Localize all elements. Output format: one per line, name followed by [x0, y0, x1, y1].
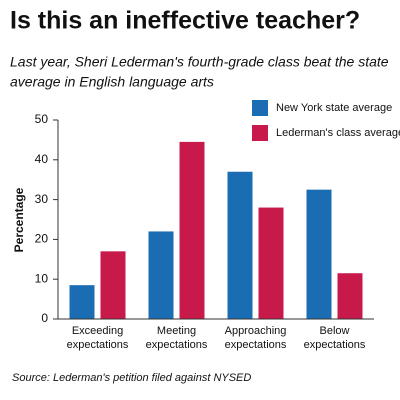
- y-axis-label: Percentage: [12, 187, 26, 252]
- bar: [100, 251, 126, 319]
- y-tick-label: 0: [41, 311, 48, 325]
- y-tick-label: 40: [35, 152, 49, 166]
- legend-label: Lederman's class average: [276, 127, 400, 139]
- y-tick-label: 50: [35, 112, 49, 126]
- legend-swatch: [252, 125, 268, 141]
- bar: [306, 189, 332, 319]
- source-note: Source: Lederman's petition filed agains…: [12, 372, 251, 384]
- chart-title: Is this an ineffective teacher?: [10, 7, 360, 35]
- legend-swatch: [252, 100, 268, 116]
- bar: [258, 207, 284, 319]
- y-tick-label: 10: [35, 271, 49, 285]
- bar: [179, 141, 205, 319]
- x-tick-label: Approaching expectations: [225, 325, 287, 351]
- bar: [148, 231, 174, 319]
- y-tick-label: 20: [35, 232, 49, 246]
- subtitle: average in English language arts: [10, 74, 214, 90]
- legend-label: New York state average: [276, 102, 392, 114]
- x-tick-label: Exceeding expectations: [67, 325, 129, 351]
- bar: [227, 171, 253, 319]
- x-tick-label: Meeting expectations: [146, 325, 208, 351]
- bar: [69, 285, 95, 319]
- bar: [337, 273, 363, 319]
- x-tick-label: Below expectations: [304, 325, 366, 351]
- y-tick-label: 30: [35, 192, 49, 206]
- subtitle: Last year, Sheri Lederman's fourth-grade…: [10, 54, 389, 70]
